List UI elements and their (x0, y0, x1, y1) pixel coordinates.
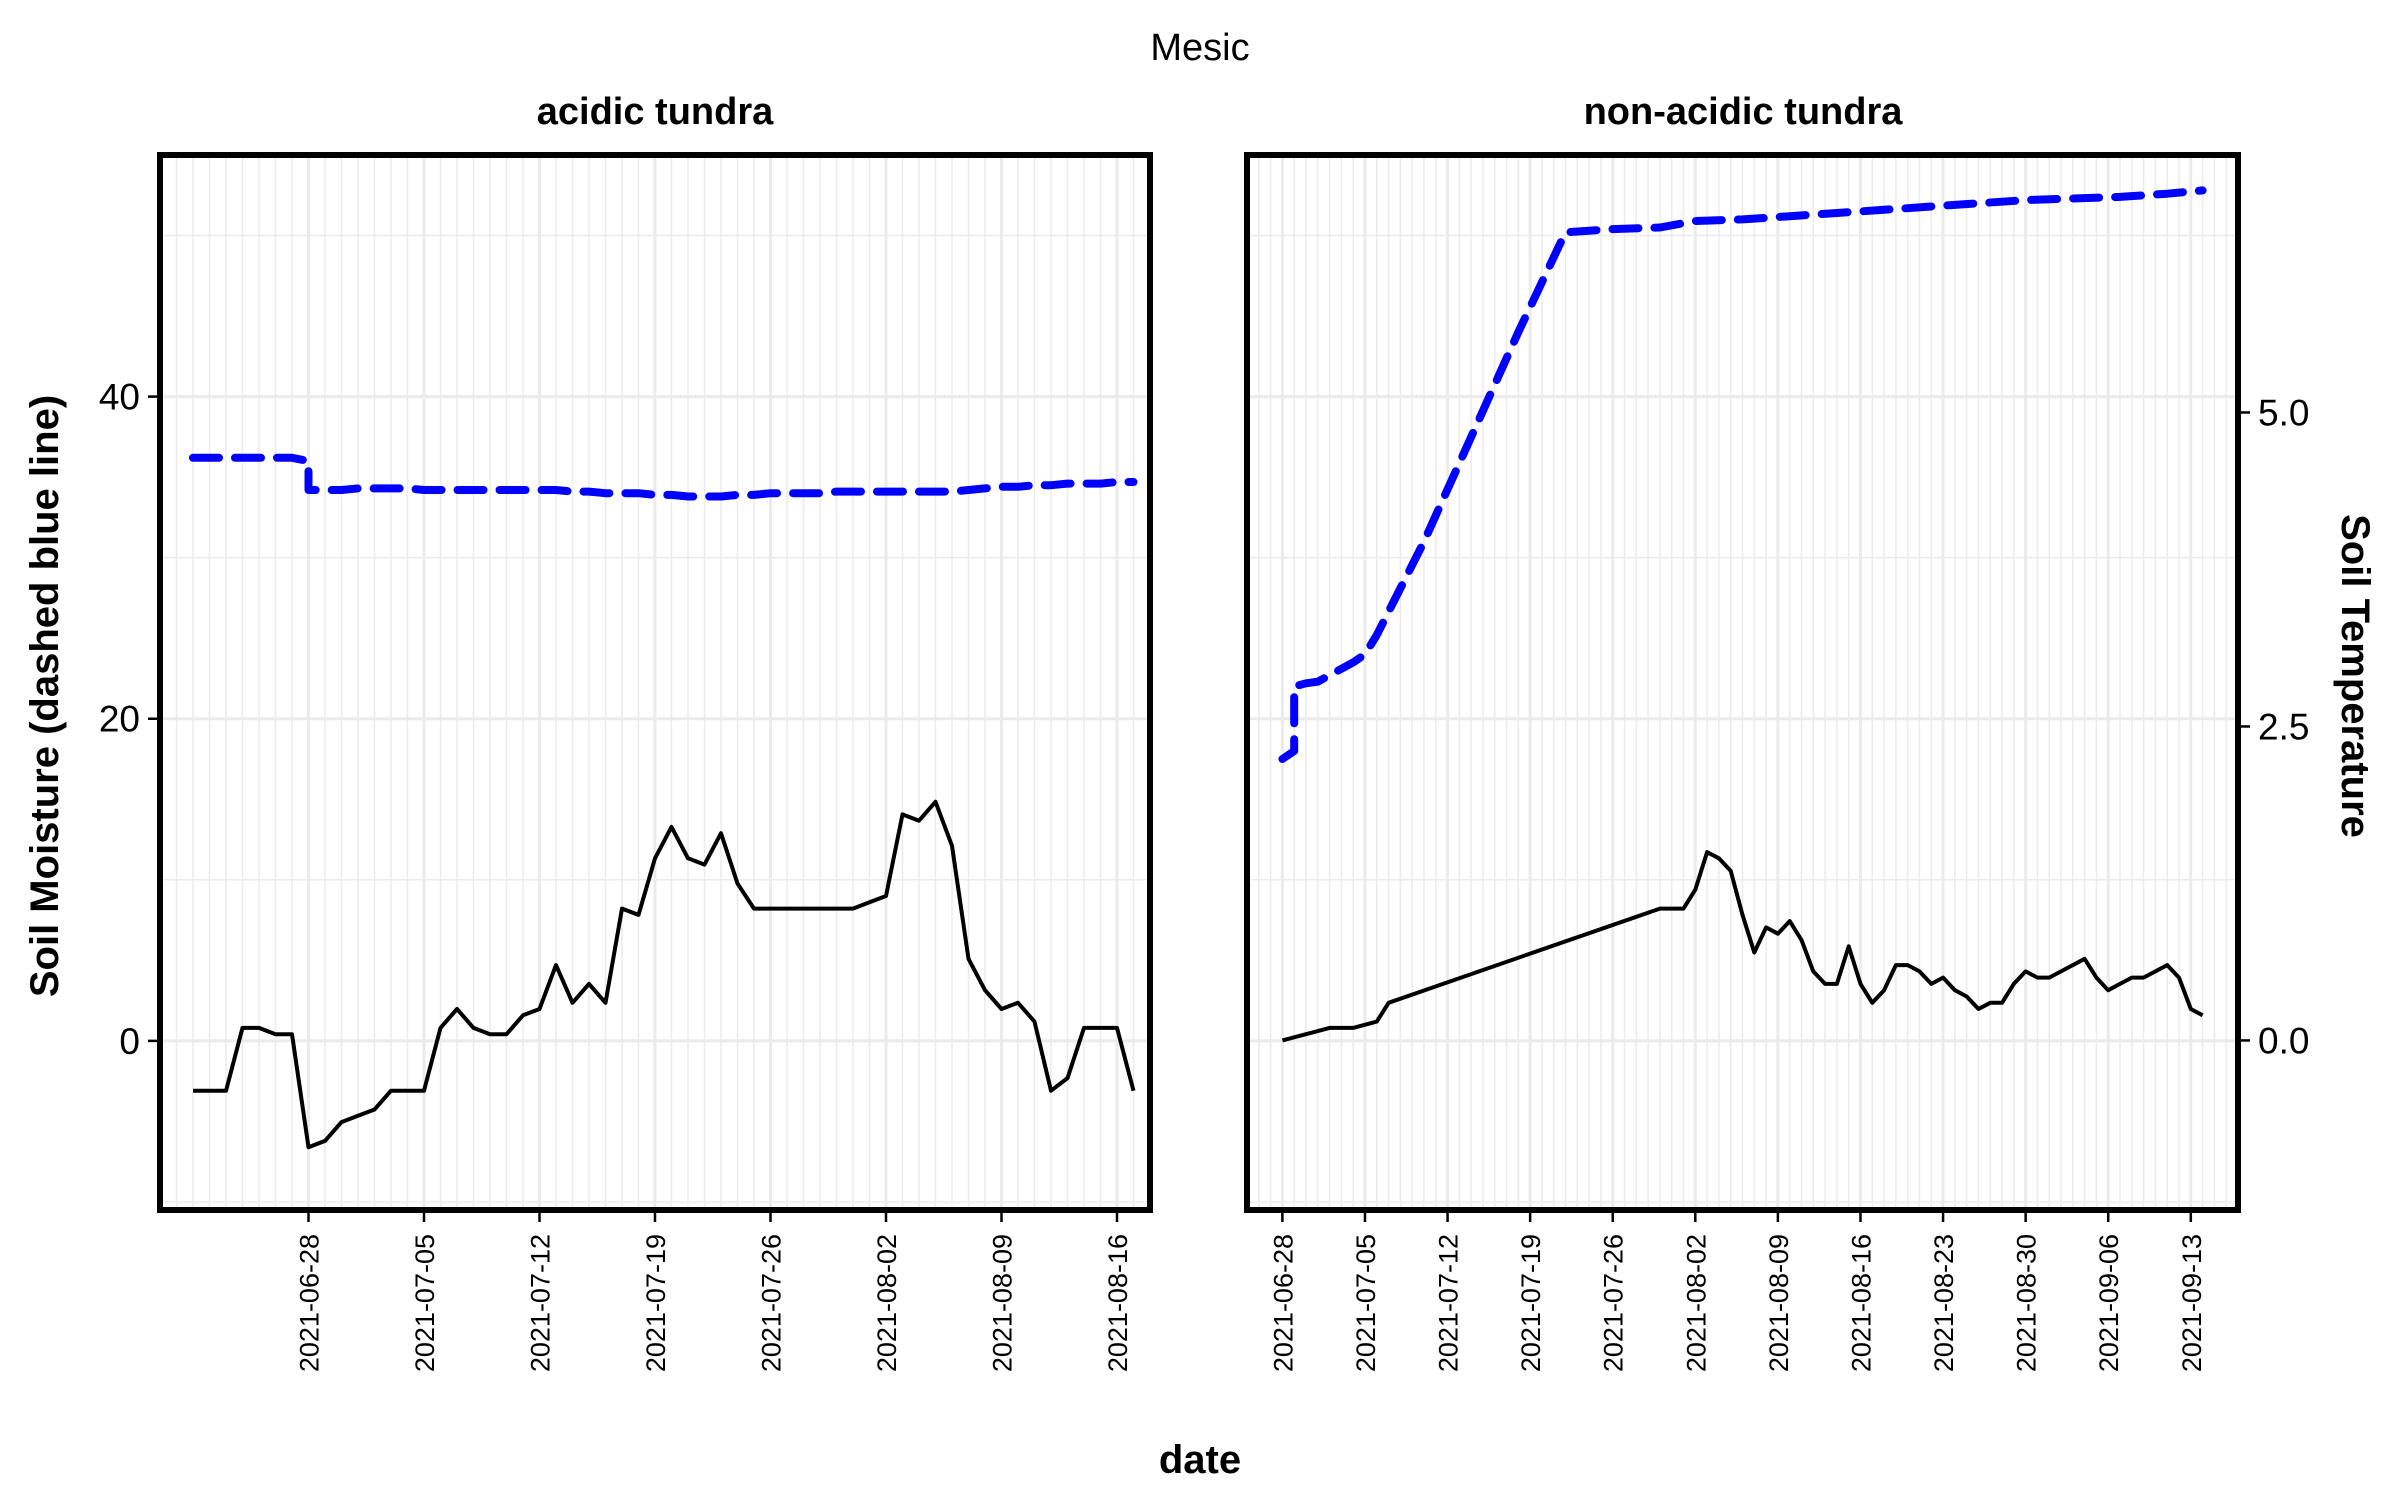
temperature-line-1 (1281, 850, 2204, 1043)
x-tick-label: 2021-08-30 (2012, 1234, 2042, 1372)
panel-border (1244, 152, 2241, 1213)
x-tick-label: 2021-07-12 (526, 1234, 556, 1372)
x-tick-label: 2021-06-28 (295, 1234, 325, 1372)
panel-border (157, 152, 1153, 1213)
y2-tick-label: 2.5 (2258, 706, 2309, 747)
x-tick-label: 2021-07-26 (757, 1234, 787, 1372)
x-tick-label: 2021-08-09 (988, 1234, 1018, 1372)
plot-layer: 2021-06-28 2021-07-05 2021-07-12 2021-07-19… (99, 152, 2309, 1372)
facet-title-acidic: acidic tundra (537, 91, 774, 133)
x-tick-label: 2021-08-09 (1764, 1234, 1794, 1372)
y-tick-label: 0 (119, 1021, 140, 1062)
y2-tick-label: 0.0 (2258, 1020, 2309, 1061)
x-tick-label: 2021-07-05 (410, 1234, 440, 1372)
moisture-line-0 (189, 453, 1138, 501)
x-tick-label: 2021-07-19 (1516, 1234, 1546, 1372)
y-tick-label: 20 (99, 699, 140, 740)
temperature-line-0 (193, 799, 1136, 1150)
y-axis-title: Soil Moisture (dashed blue line) (23, 395, 67, 997)
x-tick-label: 2021-08-02 (872, 1234, 902, 1372)
x-tick-label: 2021-07-19 (641, 1234, 671, 1372)
panel-0: 2021-06-28 2021-07-05 2021-07-12 2021-07-19… (157, 152, 1153, 1372)
x-tick-label: 2021-07-12 (1434, 1234, 1464, 1372)
x-tick-label: 2021-08-02 (1681, 1234, 1711, 1372)
y2-axis-title: Soil Temperature (2333, 514, 2377, 838)
x-tick-label: 2021-07-05 (1351, 1234, 1381, 1372)
x-tick-label: 2021-06-28 (1268, 1234, 1298, 1372)
chart-title: Mesic (1150, 27, 1249, 69)
y2-tick-label: 5.0 (2258, 392, 2309, 433)
x-tick-label: 2021-09-13 (2177, 1234, 2207, 1372)
x-tick-label: 2021-08-16 (1846, 1234, 1876, 1372)
moisture-line-1 (1278, 186, 2207, 763)
facet-title-non-acidic: non-acidic tundra (1584, 91, 1904, 133)
x-tick-label: 2021-08-16 (1103, 1234, 1133, 1372)
y-tick-label: 40 (99, 377, 140, 418)
panel-1: 2021-06-28 2021-07-05 2021-07-12 2021-07-19… (1244, 152, 2241, 1372)
x-tick-label: 2021-09-06 (2094, 1234, 2124, 1372)
x-tick-label: 2021-07-26 (1599, 1234, 1629, 1372)
x-axis-title: date (1159, 1438, 1241, 1482)
x-tick-label: 2021-08-23 (1929, 1234, 1959, 1372)
